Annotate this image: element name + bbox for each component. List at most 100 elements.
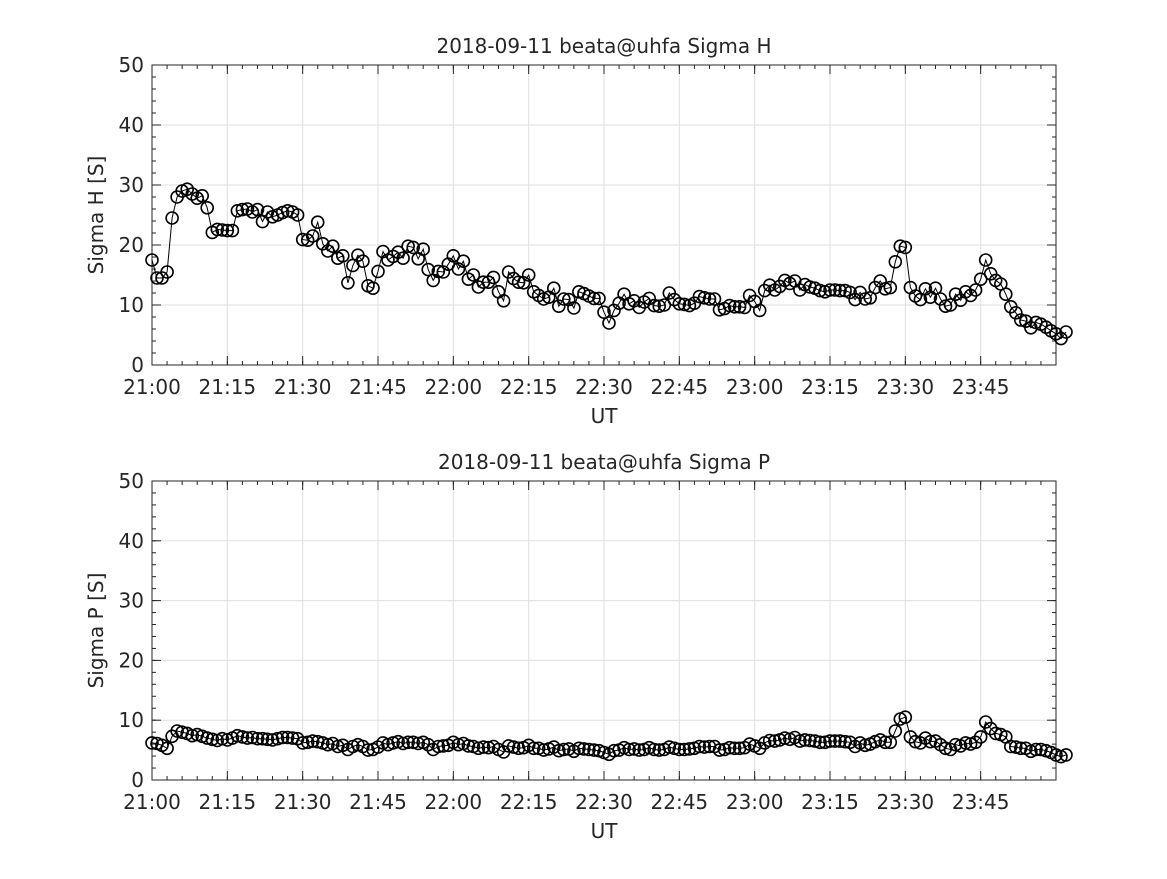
chart-title: 2018-09-11 beata@uhfa Sigma H: [436, 34, 771, 58]
y-tick-label: 10: [119, 708, 144, 732]
data-point: [712, 743, 727, 757]
x-tick-label: 21:30: [274, 375, 332, 399]
data-point: [697, 290, 712, 305]
data-point: [411, 736, 426, 751]
axes-box: [151, 480, 1057, 781]
data-point: [466, 268, 481, 282]
data-point: [938, 299, 953, 314]
data-point: [471, 741, 486, 756]
x-tick-label: 22:45: [651, 375, 709, 399]
data-point: [582, 742, 596, 757]
data-point: [732, 299, 747, 314]
data-point: [928, 281, 943, 296]
data-point: [406, 735, 421, 750]
data-point: [893, 239, 908, 253]
data-point: [305, 229, 320, 243]
data-point: [828, 283, 842, 297]
data-point: [396, 251, 410, 266]
x-tick-label: 23:00: [726, 790, 784, 814]
data-point: [521, 268, 536, 282]
data-point: [973, 730, 988, 744]
data-point: [230, 204, 245, 218]
data-point: [536, 743, 551, 757]
data-point: [315, 237, 330, 251]
data-point: [727, 299, 742, 314]
data-point: [556, 292, 571, 306]
data-point: [225, 223, 240, 238]
data-point: [320, 244, 335, 258]
data-point: [320, 737, 335, 752]
sigma-p-plot: 21:00 21:15 21:30 21:45 22:00 22:15 22:30 22:45…: [84, 450, 1073, 843]
x-tick-label: 23:45: [952, 790, 1010, 814]
y-tick-label: 40: [119, 113, 144, 137]
data-point: [361, 743, 375, 757]
data-point: [150, 271, 164, 285]
data-point: [702, 292, 717, 306]
data-point: [386, 736, 400, 750]
data-point: [1013, 741, 1028, 756]
data-point: [341, 275, 355, 290]
y-tick-label: 0: [131, 353, 144, 377]
data-point: [948, 737, 963, 752]
x-tick-label: 23:30: [877, 790, 935, 814]
data-point: [556, 742, 571, 757]
data-point: [335, 249, 350, 263]
data-point: [692, 289, 707, 304]
data-point: [888, 254, 903, 269]
data-point: [808, 734, 822, 748]
axes-box: [151, 64, 1057, 366]
data-point: [983, 721, 998, 736]
data-point: [185, 728, 199, 743]
data-point: [295, 736, 310, 750]
x-tick-label: 21:30: [274, 790, 332, 814]
data-point: [145, 736, 159, 750]
data-point: [416, 242, 431, 256]
y-tick-label: 50: [119, 53, 144, 77]
data-point: [486, 270, 501, 285]
x-tick-label: 21:00: [123, 790, 181, 814]
data-point: [330, 739, 345, 754]
data-point: [752, 303, 767, 318]
data-point: [898, 710, 913, 725]
data-point: [180, 182, 194, 196]
sigma-h-plot: 21:00 21:15 21:30 21:45 22:00 22:15 22:30 22:45…: [84, 34, 1073, 428]
data-point: [431, 264, 446, 279]
data-point: [300, 735, 315, 750]
data-point: [235, 730, 250, 744]
data-point: [632, 743, 647, 757]
data-point: [567, 301, 581, 315]
data-point: [798, 733, 812, 747]
x-tick-label: 23:30: [877, 375, 935, 399]
data-point: [270, 731, 285, 746]
data-point: [662, 740, 677, 754]
data-point: [1008, 305, 1023, 320]
data-point: [215, 731, 230, 746]
data-point: [551, 743, 566, 758]
data-point: [160, 741, 174, 756]
y-tick-label: 20: [119, 648, 144, 672]
x-tick-label: 22:00: [425, 790, 483, 814]
data-point: [230, 728, 245, 743]
data-point: [898, 240, 913, 255]
x-tick-label: 22:00: [425, 375, 483, 399]
data-point: [762, 733, 777, 748]
data-point: [667, 741, 682, 756]
x-tick-label: 23:00: [726, 375, 784, 399]
data-point: [913, 736, 928, 750]
y-tick-label: 30: [119, 589, 144, 613]
x-tick-label: 22:30: [575, 790, 633, 814]
x-tick-label: 22:45: [651, 790, 709, 814]
data-point: [215, 223, 230, 237]
data-point: [235, 202, 250, 217]
data-point: [1059, 748, 1073, 762]
y-tick-label: 10: [119, 293, 144, 317]
data-point: [396, 736, 410, 751]
data-point: [697, 740, 712, 754]
data-point: [858, 292, 873, 306]
data-point: [421, 262, 436, 277]
data-point: [451, 737, 466, 752]
data-point: [275, 730, 290, 745]
data-point: [406, 240, 421, 255]
data-point: [682, 742, 697, 756]
x-tick-label: 22:30: [575, 375, 633, 399]
